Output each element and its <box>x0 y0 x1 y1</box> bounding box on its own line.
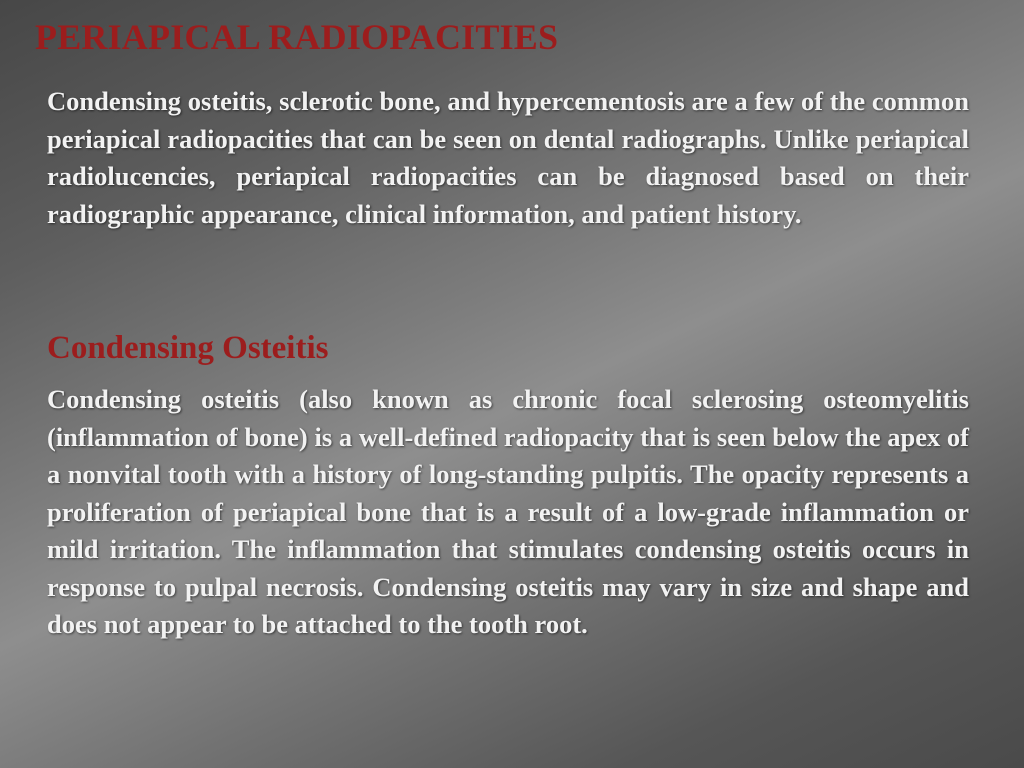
section-body: Condensing osteitis (also known as chron… <box>47 384 969 639</box>
section-heading: Condensing Osteitis <box>47 330 329 366</box>
intro-paragraph: Condensing osteitis, sclerotic bone, and… <box>47 86 969 229</box>
slide-title: PERIAPICAL RADIOPACITIES <box>35 17 559 57</box>
